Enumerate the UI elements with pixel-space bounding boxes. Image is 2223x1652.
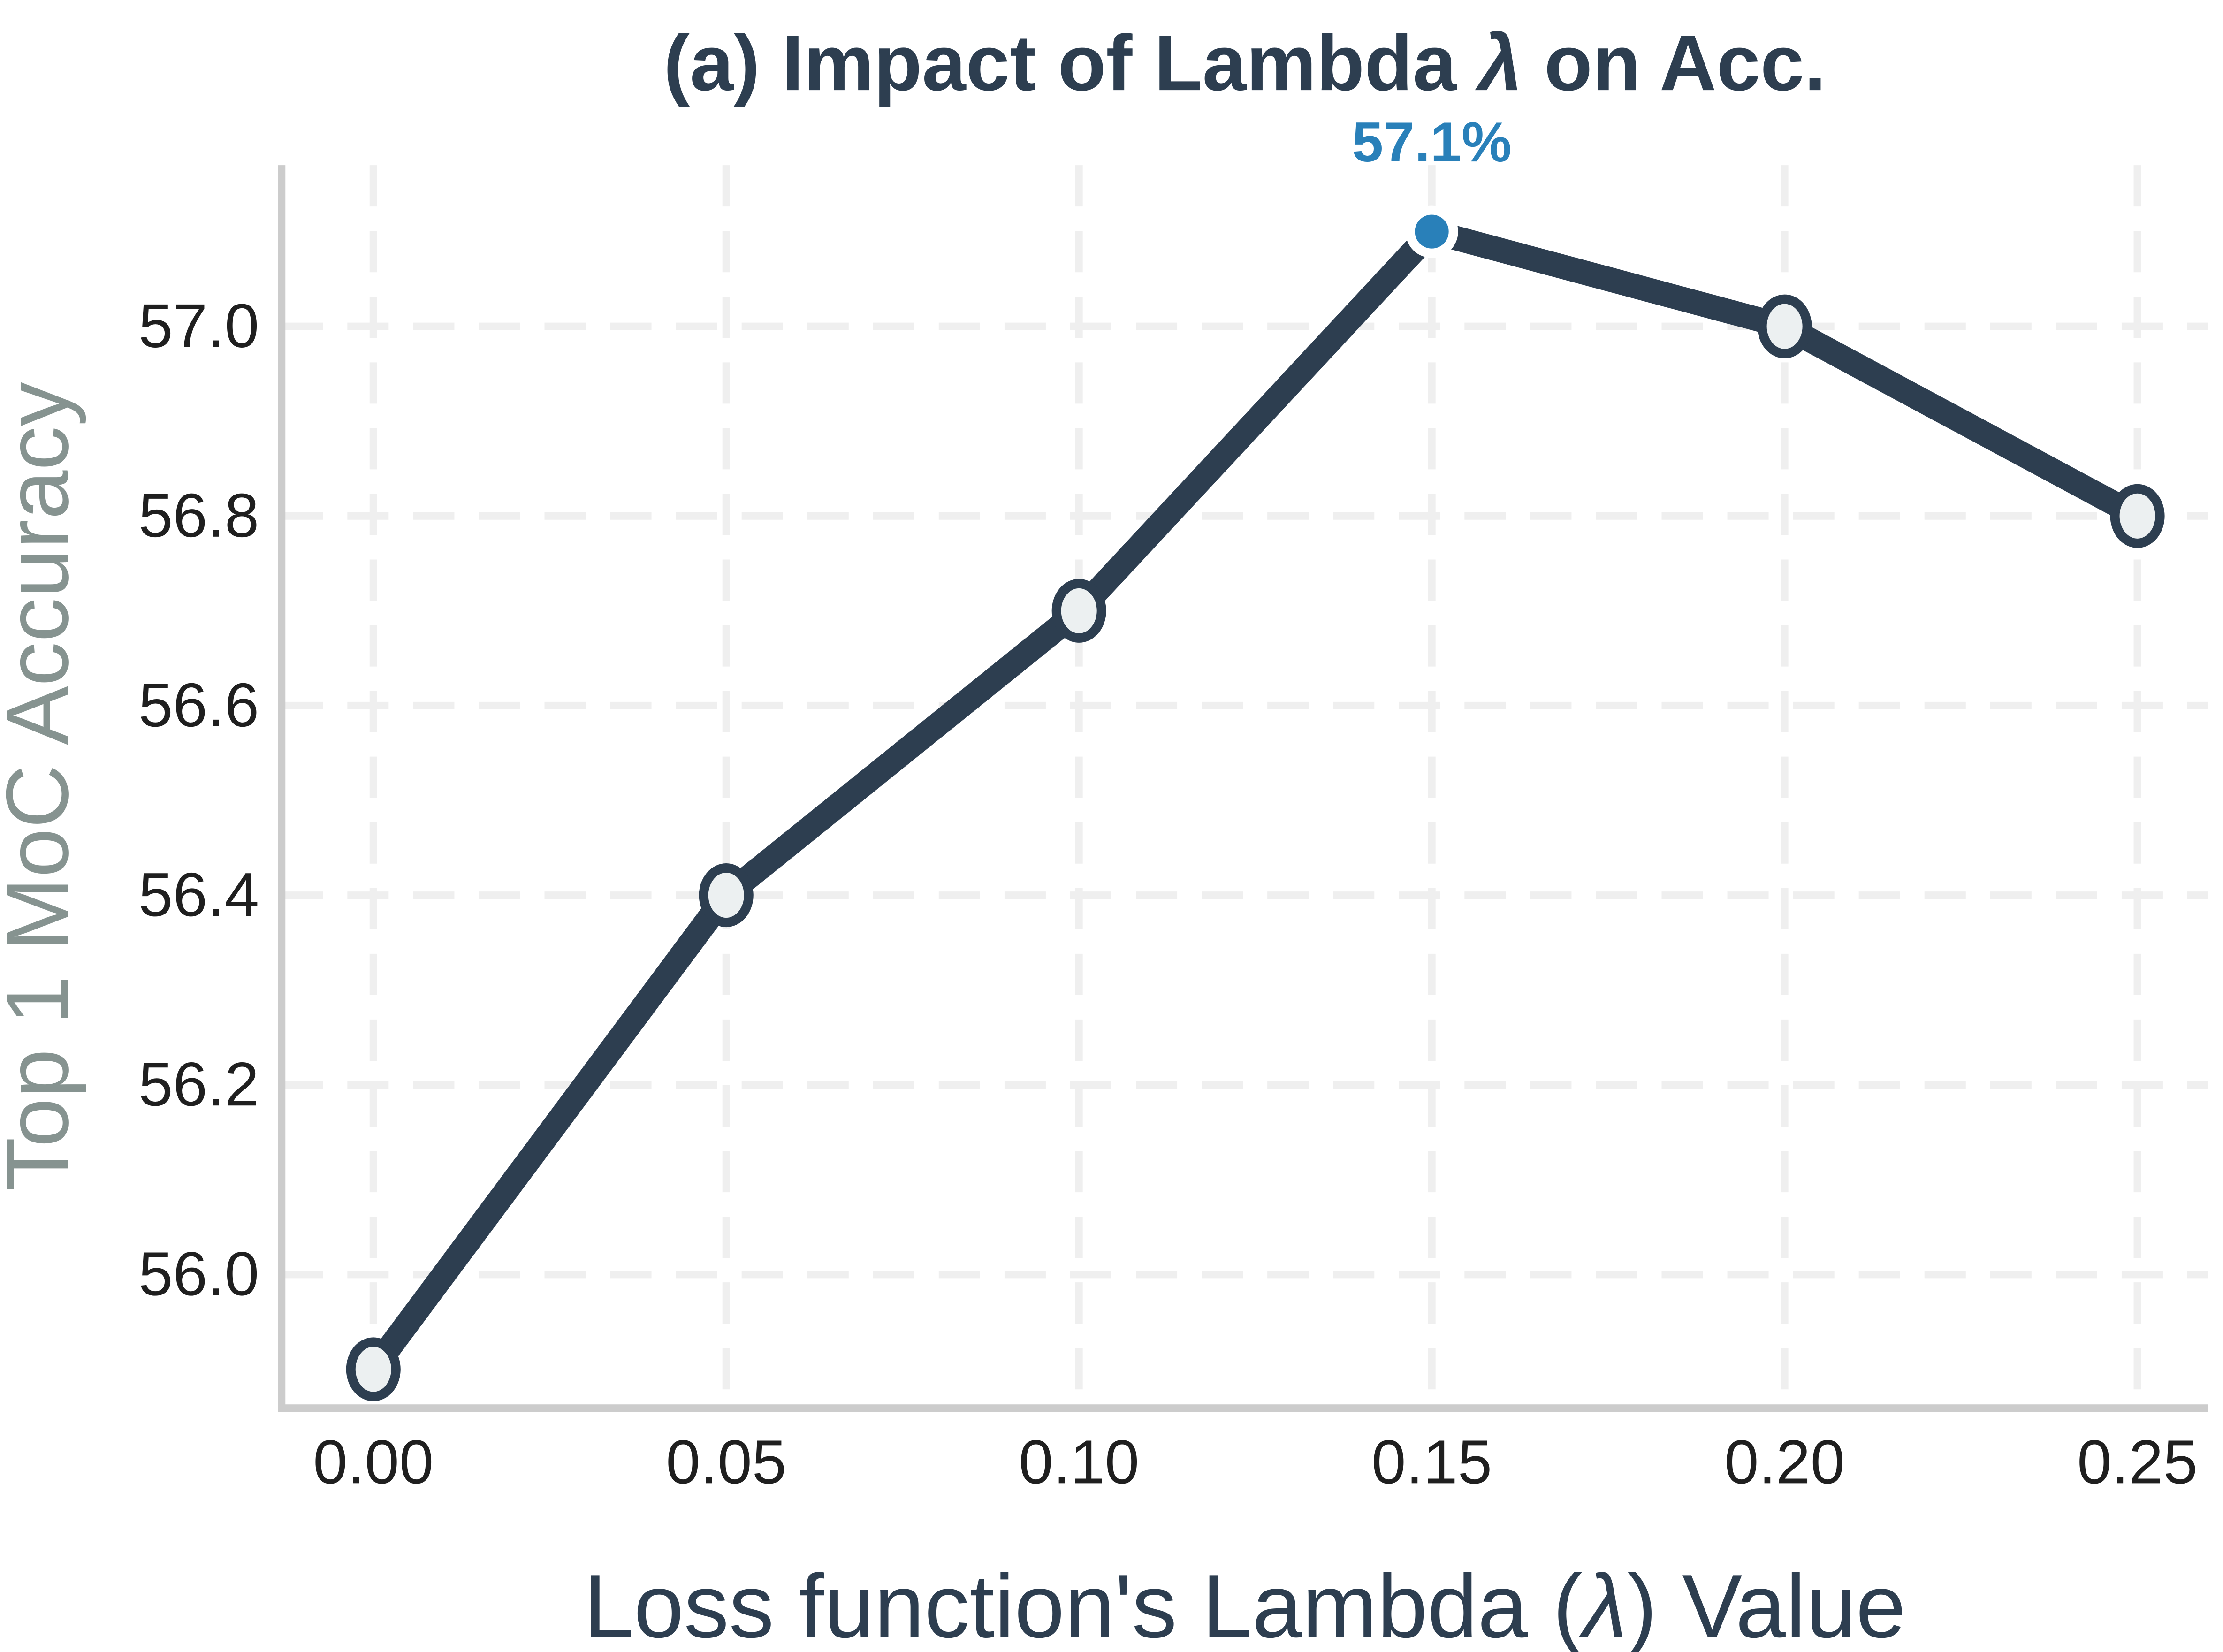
x-axis-label-suffix: ) Value	[1627, 1555, 1906, 1652]
y-tick-label: 56.6	[138, 670, 259, 739]
x-axis-label-prefix: Loss function's Lambda (	[584, 1555, 1583, 1652]
x-tick-label: 0.10	[1019, 1427, 1139, 1496]
data-line	[361, 219, 2150, 1382]
peak-annotation: 57.1%	[1352, 111, 1511, 174]
x-axis-label-lambda: λ	[1578, 1555, 1627, 1652]
chart-title-lambda: λ	[1475, 19, 1522, 107]
x-axis-label: Loss function's Lambda (λ) Value	[584, 1555, 1906, 1652]
y-axis-label: Top 1 MoC Accuracy	[0, 382, 86, 1191]
y-tick-label: 56.8	[138, 480, 259, 550]
x-tick-label: 0.15	[1371, 1427, 1492, 1496]
data-point	[346, 1337, 401, 1401]
x-tick-label: 0.25	[2077, 1427, 2198, 1496]
data-point	[1051, 579, 1106, 643]
y-tick-label: 56.0	[138, 1239, 259, 1308]
data-point	[1757, 294, 1812, 358]
data-point	[2110, 484, 2165, 548]
y-tick-label: 57.0	[138, 291, 259, 360]
x-tick-label: 0.20	[1724, 1427, 1845, 1496]
y-tick-label: 56.2	[138, 1049, 259, 1119]
chart-title-suffix: on Acc.	[1523, 19, 1826, 107]
chart-title: (a) Impact of Lambda λ on Acc.	[663, 19, 1826, 107]
chart-title-prefix: (a) Impact of Lambda	[663, 19, 1478, 107]
data-point-highlight	[1405, 205, 1458, 258]
x-tick-label: 0.05	[666, 1427, 786, 1496]
y-tick-label: 56.4	[138, 860, 259, 929]
x-tick-label: 0.00	[313, 1427, 434, 1496]
data-point	[699, 863, 754, 928]
